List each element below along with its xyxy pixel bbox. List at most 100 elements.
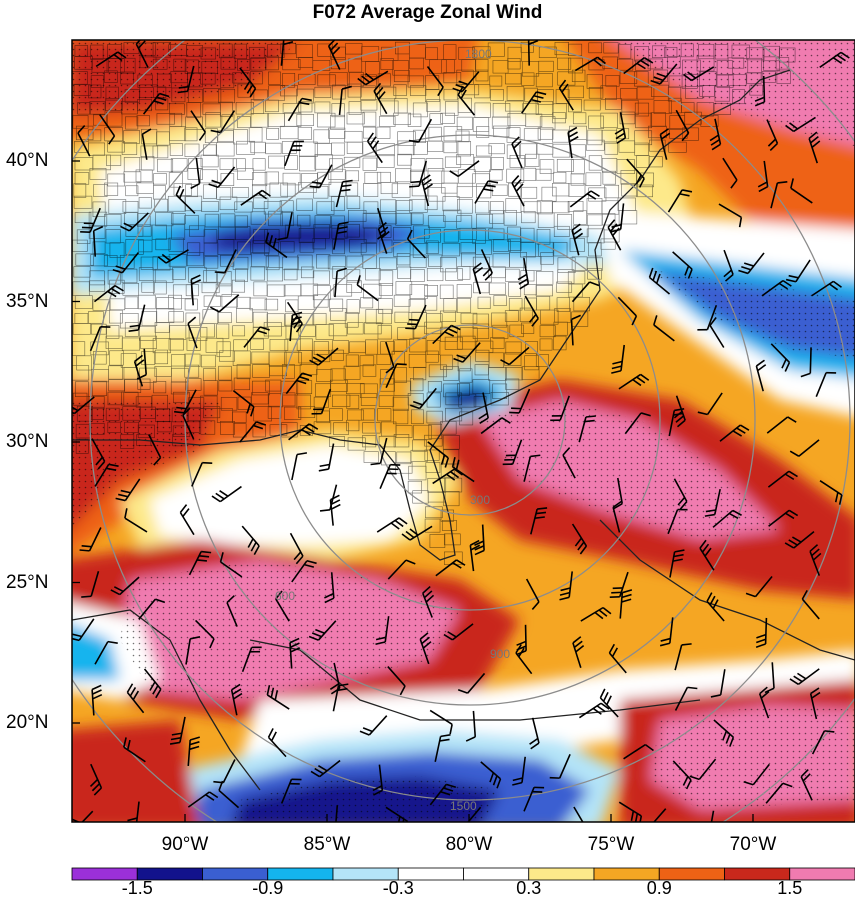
county-cell <box>268 351 287 367</box>
county-cell <box>396 199 413 211</box>
county-cell <box>236 308 253 323</box>
wind-barb <box>578 415 596 443</box>
county-cell <box>394 367 407 383</box>
county-cell <box>218 226 236 240</box>
county-cell <box>298 100 313 113</box>
county-cell <box>313 396 329 408</box>
county-cell <box>409 57 424 70</box>
county-cell <box>535 285 553 297</box>
county-cell <box>362 111 377 127</box>
county-cell <box>135 169 153 183</box>
county-cell <box>746 72 762 84</box>
county-cell <box>299 141 318 157</box>
county-cell <box>664 46 678 58</box>
county-cell <box>505 378 520 390</box>
wind-barb <box>578 702 610 719</box>
county-cell <box>492 383 508 399</box>
county-cell <box>412 325 427 339</box>
wind-barb <box>405 304 427 330</box>
county-cell <box>157 158 174 173</box>
wind-barb <box>562 447 576 479</box>
county-cell <box>519 307 533 322</box>
county-cell <box>410 269 425 282</box>
county-cell <box>492 239 511 252</box>
county-cell <box>281 422 298 438</box>
county-cell <box>553 225 570 237</box>
county-cell <box>413 225 430 239</box>
wind-barb <box>512 756 526 786</box>
county-cell <box>220 73 235 89</box>
wind-barb <box>190 110 207 141</box>
wind-barb <box>611 344 626 374</box>
county-cell <box>280 380 299 396</box>
county-cell <box>88 280 106 292</box>
county-cell <box>184 127 198 142</box>
county-cell <box>488 228 505 240</box>
county-cell <box>440 257 457 273</box>
county-cell <box>443 88 458 101</box>
county-cell <box>327 255 346 270</box>
county-cell <box>472 313 489 329</box>
county-cell <box>219 213 236 228</box>
county-cell <box>553 321 568 336</box>
county-cell <box>121 142 138 155</box>
county-cell <box>363 227 378 243</box>
county-cell <box>232 187 249 198</box>
county-cell <box>252 424 266 438</box>
county-cell <box>473 396 487 408</box>
wind-barb <box>334 267 347 298</box>
county-cell <box>426 410 443 424</box>
county-cell <box>459 368 473 383</box>
county-cell <box>583 99 601 111</box>
county-cell <box>443 383 460 398</box>
county-cell <box>121 337 141 351</box>
county-cell <box>556 297 570 312</box>
wind-barb <box>214 249 237 274</box>
county-cell <box>170 158 188 172</box>
wind-barb <box>608 643 627 674</box>
county-cell <box>120 71 134 85</box>
county-cell <box>108 199 127 215</box>
county-cell <box>137 99 152 112</box>
wind-barb <box>573 806 584 822</box>
county-cell <box>346 141 363 154</box>
county-cell <box>616 159 635 174</box>
county-cell <box>557 214 573 230</box>
county-cell <box>443 491 460 507</box>
wind-barb <box>765 782 793 804</box>
county-cell <box>263 322 282 337</box>
county-cell <box>296 380 313 395</box>
county-cell <box>90 323 107 335</box>
county-cell <box>588 115 604 129</box>
county-cell <box>266 128 279 140</box>
wind-barb <box>182 407 195 440</box>
wind-barb <box>329 494 341 526</box>
wind-barb <box>713 719 735 747</box>
wind-barb <box>421 174 433 207</box>
wind-barb <box>451 457 475 483</box>
county-cell <box>187 406 201 421</box>
county-cell <box>90 75 105 88</box>
wind-barb <box>422 585 435 618</box>
wind-barb <box>517 257 530 290</box>
county-cell <box>441 242 460 257</box>
county-cell <box>604 142 619 155</box>
wind-barb <box>474 180 499 204</box>
county-cell <box>169 143 183 156</box>
wind-barb <box>755 359 767 392</box>
county-cell <box>253 406 272 422</box>
county-cell <box>365 61 380 77</box>
wind-barb <box>81 571 100 598</box>
county-cell <box>472 46 491 59</box>
wind-barb <box>529 717 540 750</box>
county-cell <box>477 296 491 309</box>
county-cell <box>489 169 503 181</box>
county-cell <box>106 58 125 73</box>
county-cell <box>252 240 270 254</box>
county-cell <box>109 350 124 366</box>
county-cell <box>362 141 377 157</box>
lon-tick-label: 70°W <box>729 834 777 855</box>
county-cell <box>76 355 92 371</box>
county-cell <box>187 242 201 256</box>
county-cell <box>605 75 620 87</box>
